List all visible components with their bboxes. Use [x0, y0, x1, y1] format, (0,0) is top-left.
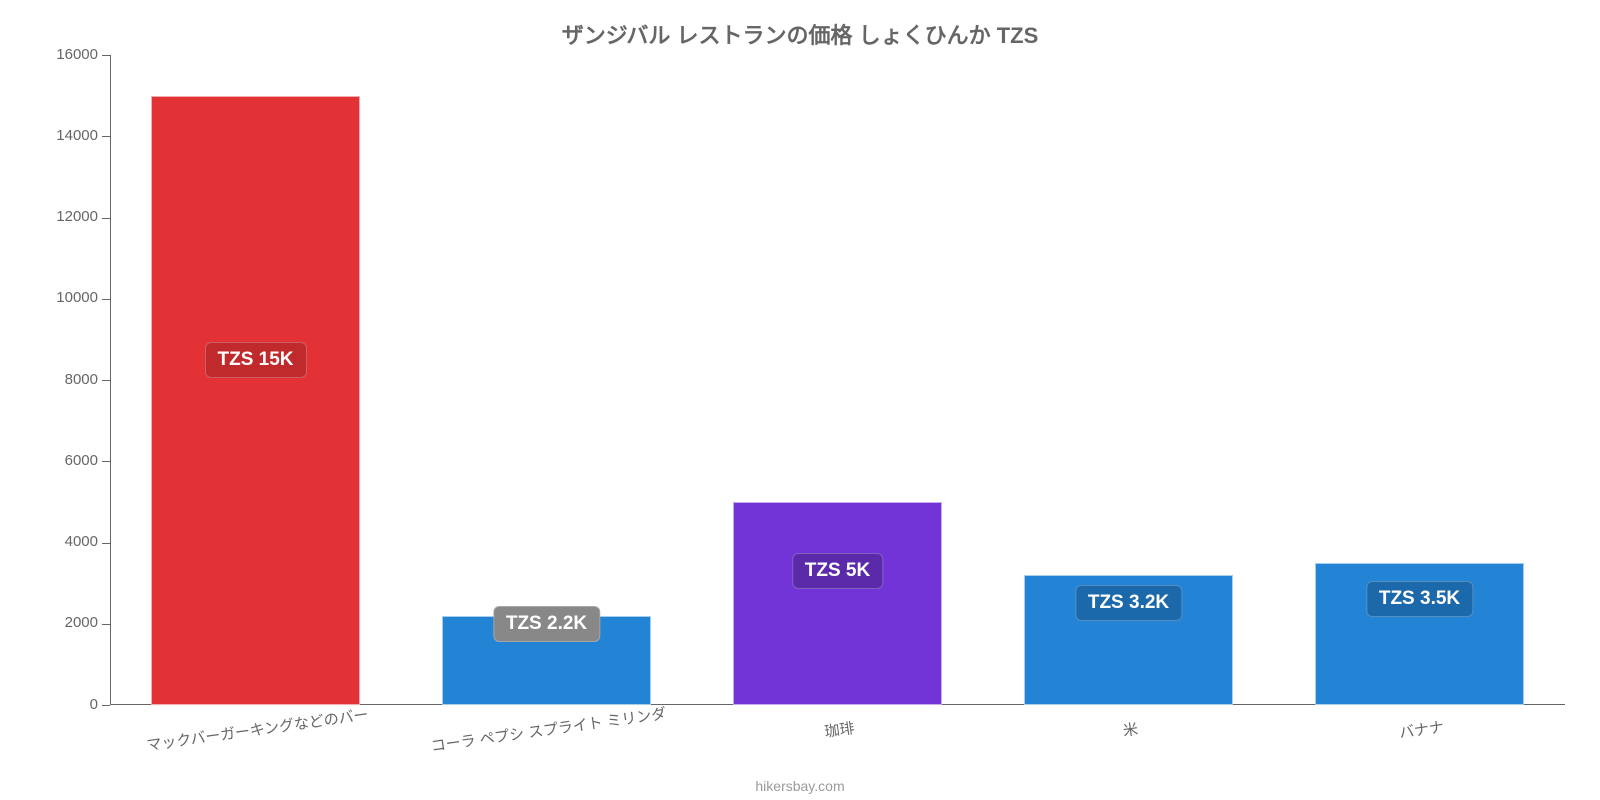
x-tick-label: バナナ — [1397, 716, 1445, 743]
y-tick-mark — [102, 380, 110, 381]
bar-value-badge: TZS 5K — [792, 553, 883, 589]
x-tick-label: マックバーガーキングなどのバー — [145, 703, 370, 755]
x-tick-label: 米 — [1121, 718, 1139, 741]
y-tick-label: 2000 — [28, 614, 98, 631]
y-tick-label: 8000 — [28, 371, 98, 388]
y-tick-mark — [102, 218, 110, 219]
plot-area: TZS 15K TZS 2.2K TZS 5K TZS 3.2K TZS 3.5K — [110, 55, 1565, 705]
y-tick-label: 10000 — [28, 289, 98, 306]
x-tick-label: コーラ ペプシ スプライト ミリンダ — [429, 702, 667, 756]
x-tick-label: 珈琲 — [823, 717, 856, 742]
y-tick-label: 12000 — [28, 208, 98, 225]
bar-value-badge: TZS 2.2K — [493, 606, 600, 642]
y-tick-label: 4000 — [28, 533, 98, 550]
bar-value-badge: TZS 3.5K — [1366, 581, 1473, 617]
bar — [733, 502, 943, 705]
y-axis-line — [110, 55, 111, 705]
y-tick-mark — [102, 624, 110, 625]
bar — [151, 96, 361, 705]
y-tick-label: 14000 — [28, 127, 98, 144]
y-tick-mark — [102, 55, 110, 56]
y-tick-mark — [102, 705, 110, 706]
bar-value-badge: TZS 15K — [204, 342, 306, 378]
y-tick-mark — [102, 543, 110, 544]
attribution-text: hikersbay.com — [755, 778, 844, 794]
y-tick-label: 16000 — [28, 46, 98, 63]
bar-value-badge: TZS 3.2K — [1075, 585, 1182, 621]
y-tick-mark — [102, 136, 110, 137]
chart-title: ザンジバル レストランの価格 しょくひんか TZS — [562, 18, 1039, 50]
chart-container: { "chart": { "type": "bar", "title": "ザン… — [0, 0, 1600, 800]
y-tick-label: 6000 — [28, 452, 98, 469]
y-tick-mark — [102, 461, 110, 462]
y-tick-label: 0 — [28, 696, 98, 713]
y-tick-mark — [102, 299, 110, 300]
